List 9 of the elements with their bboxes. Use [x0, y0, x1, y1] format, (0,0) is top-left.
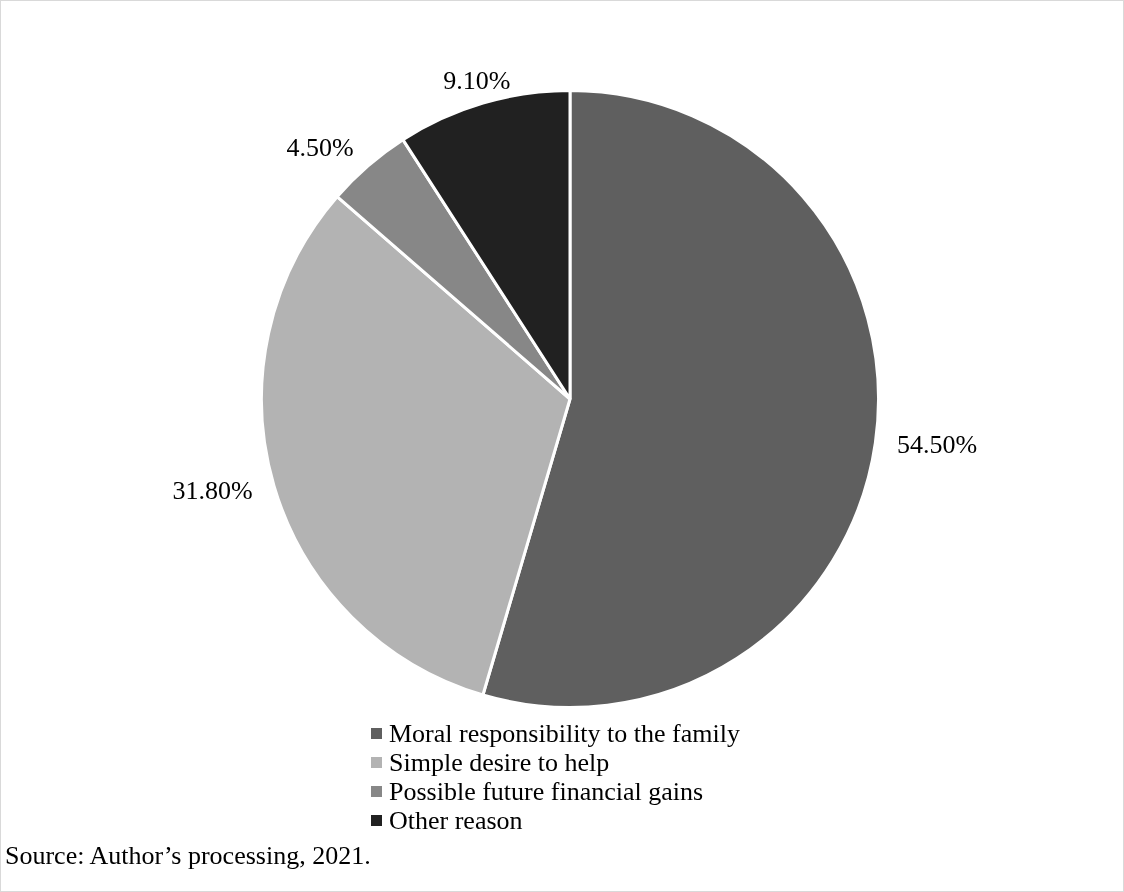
legend-label: Possible future financial gains [389, 777, 704, 806]
legend-label: Moral responsibility to the family [389, 719, 740, 748]
data-label: 31.80% [172, 475, 253, 505]
source-note: Source: Author’s processing, 2021. [5, 841, 371, 871]
data-label: 4.50% [286, 133, 354, 163]
data-label: 54.50% [897, 429, 978, 459]
legend-label: Simple desire to help [389, 748, 610, 777]
legend-label: Other reason [389, 806, 523, 835]
data-label: 9.10% [443, 65, 511, 95]
